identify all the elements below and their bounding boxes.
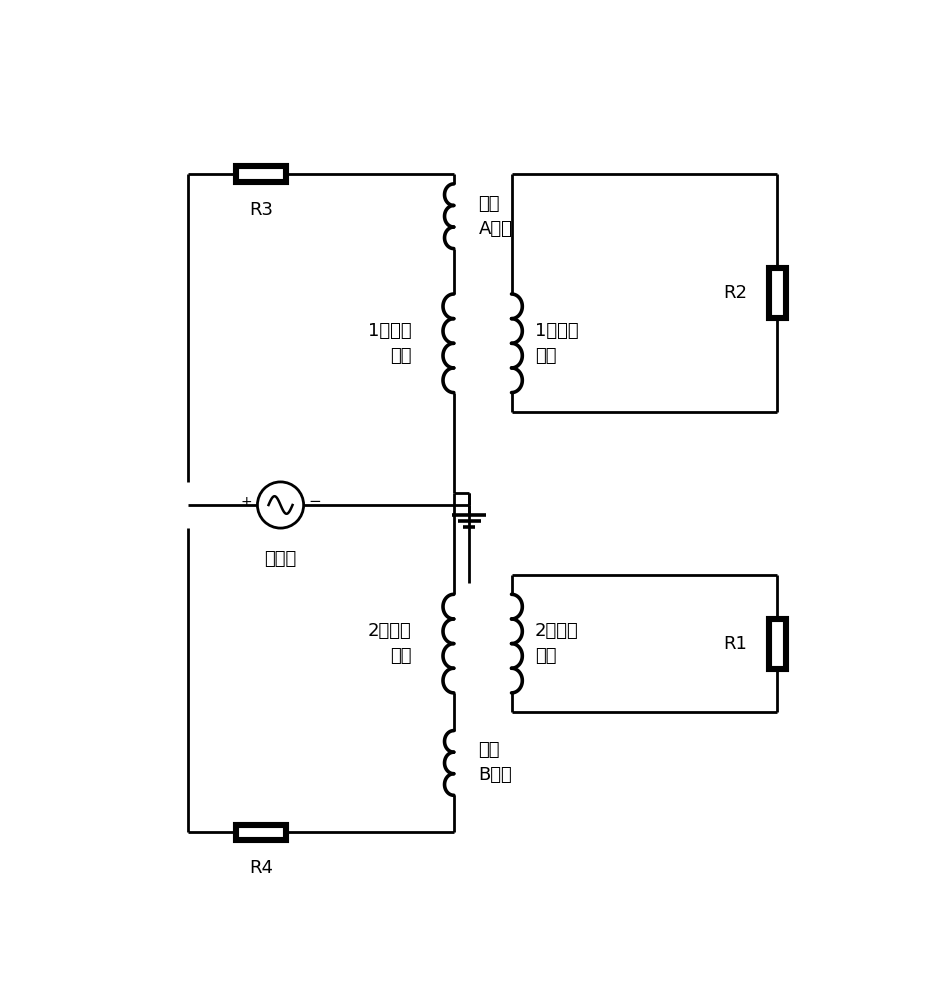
Text: 调压
A绕组: 调压 A绕组 xyxy=(478,195,513,238)
Text: 调压
B绕组: 调压 B绕组 xyxy=(478,741,513,784)
Text: R4: R4 xyxy=(249,859,273,877)
Text: 1柱网侧
绕组: 1柱网侧 绕组 xyxy=(368,322,411,365)
Text: +: + xyxy=(240,495,253,509)
Bar xyxy=(769,619,786,669)
Text: −: − xyxy=(308,494,321,509)
Circle shape xyxy=(257,482,304,528)
Text: 交流源: 交流源 xyxy=(265,550,296,568)
Bar xyxy=(769,268,786,318)
Text: R2: R2 xyxy=(723,284,747,302)
Text: 2柱网侧
绕组: 2柱网侧 绕组 xyxy=(368,622,411,665)
Text: R3: R3 xyxy=(249,201,273,219)
Text: 1柱阀侧
绕组: 1柱阀侧 绕组 xyxy=(535,322,578,365)
Text: R1: R1 xyxy=(723,635,747,653)
Bar xyxy=(236,166,286,182)
Text: 2柱阀侧
绕组: 2柱阀侧 绕组 xyxy=(535,622,579,665)
Bar xyxy=(236,825,286,840)
